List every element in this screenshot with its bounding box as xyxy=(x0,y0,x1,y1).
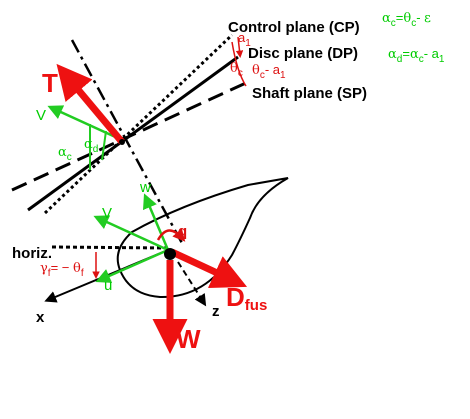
disc-plane-line xyxy=(28,57,238,210)
horizontal-label: horiz. xyxy=(12,245,52,262)
z-axis-label: z xyxy=(212,303,220,320)
weight-label: W xyxy=(176,324,201,354)
thrust-arrow xyxy=(70,80,122,142)
disc-plane-label: Disc plane (DP) xyxy=(248,45,358,62)
alpha-c-label: αc xyxy=(58,145,72,163)
drag-label: Dfus xyxy=(226,282,267,314)
alpha-c-equation: αc=θc- ε xyxy=(382,10,431,29)
x-axis-label: x xyxy=(36,309,45,326)
control-plane-label: Control plane (CP) xyxy=(228,19,360,36)
thrust-label: T xyxy=(42,68,58,98)
center-of-gravity xyxy=(164,248,176,260)
w-label: w xyxy=(139,179,151,196)
u-label: u xyxy=(104,277,112,294)
theta-c-minus-a1-label: θc- a1 xyxy=(252,62,286,81)
rotor-hub xyxy=(119,139,125,145)
horizontal-reference-line xyxy=(52,247,168,248)
q-label: q xyxy=(178,223,187,240)
v-upper-label: V xyxy=(36,107,46,124)
theta-c-label: θc xyxy=(230,61,243,79)
u-vector xyxy=(100,250,168,280)
v-lower-label: V xyxy=(102,205,112,222)
control-plane-line xyxy=(45,35,232,213)
gamma-f-equation: γf= − θf xyxy=(40,260,84,279)
alpha-d-equation: αd=αc- a1 xyxy=(388,46,445,65)
shaft-plane-label: Shaft plane (SP) xyxy=(252,85,367,102)
